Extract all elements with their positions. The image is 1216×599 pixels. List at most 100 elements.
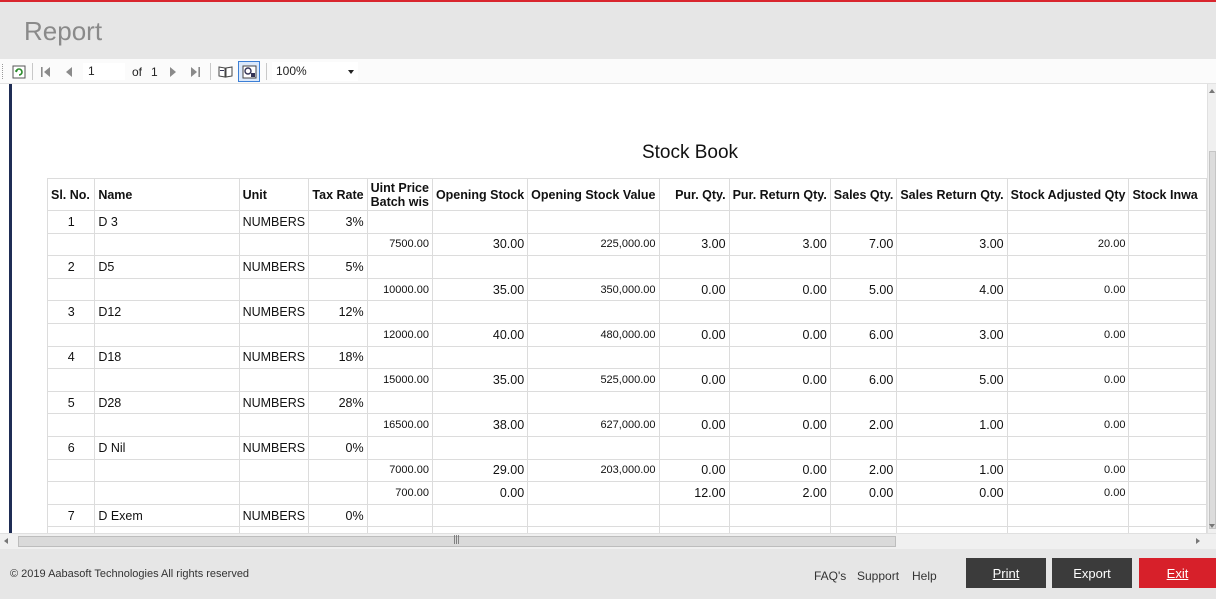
- scroll-left-icon[interactable]: [4, 538, 8, 544]
- cell-unit-price: 12000.00: [366, 322, 433, 347]
- col-header-sales-return-qty: Sales Return Qty.: [896, 178, 1008, 211]
- cell-empty: [1006, 390, 1130, 415]
- cell-sales-return-qty: 3.00: [896, 322, 1008, 347]
- cell-empty: [1128, 277, 1207, 302]
- cell-sales-return-qty: 5.00: [896, 368, 1008, 392]
- report-toolbar: 1 of 1 100%: [0, 59, 1216, 84]
- cell-unit-price: 7000.00: [366, 458, 433, 483]
- cell-empty: [896, 345, 1008, 370]
- cell-opening-stock-value: 525,000.00: [527, 368, 660, 392]
- cell-empty: [527, 526, 660, 533]
- zoom-select[interactable]: 100%: [272, 62, 358, 81]
- cell-empty: [431, 255, 529, 279]
- export-button-label: Export: [1073, 565, 1111, 581]
- toolbar-separator: [210, 63, 211, 80]
- exit-button[interactable]: Exit: [1139, 558, 1216, 588]
- cell-pur-qty: 0.00: [658, 458, 730, 483]
- cell-empty: [238, 322, 310, 347]
- cell-empty: [308, 232, 368, 257]
- faq-link[interactable]: FAQ's: [814, 569, 847, 583]
- cell-sl-no: 6: [47, 435, 96, 460]
- table-row-batch: 700.00 0.00 12.00 2.00 0.00 0.00 0.00: [47, 481, 1207, 505]
- cell-empty: [366, 345, 433, 370]
- cell-empty: [1128, 458, 1207, 483]
- cell-empty: [308, 368, 368, 392]
- page-setup-icon[interactable]: [238, 61, 260, 82]
- cell-empty: [829, 345, 898, 370]
- vertical-scroll-thumb[interactable]: [1209, 151, 1216, 529]
- col-header-unit-price-line2: Batch wis: [370, 194, 429, 209]
- page-title: Report: [24, 16, 103, 46]
- horizontal-scroll-thumb[interactable]: |||: [18, 535, 896, 547]
- cell-empty: [896, 210, 1008, 234]
- cell-tax-rate: 12%: [308, 300, 368, 324]
- table-row: [47, 526, 1207, 533]
- cell-opening-stock: 35.00: [431, 368, 529, 392]
- cell-opening-stock-value: 225,000.00: [527, 232, 660, 257]
- page-of-label: of: [132, 64, 143, 79]
- cell-empty: [658, 255, 730, 279]
- cell-empty: [658, 300, 730, 324]
- col-header-pur-return-qty: Pur. Return Qty.: [728, 178, 831, 211]
- print-button[interactable]: Print: [966, 558, 1046, 588]
- cell-empty: [527, 435, 660, 460]
- table-row-batch: 7000.00 29.00 203,000.00 0.00 0.00 2.00 1.00 0.…: [47, 458, 1207, 483]
- cell-empty: [527, 503, 660, 528]
- page-number-input[interactable]: 1: [82, 62, 126, 81]
- cell-empty: [308, 458, 368, 483]
- viewer-left-bar: [9, 84, 12, 533]
- cell-empty: [431, 210, 529, 234]
- cell-empty: [728, 526, 831, 533]
- last-page-icon[interactable]: [187, 63, 203, 80]
- cell-empty: [308, 413, 368, 437]
- cell-empty: [728, 300, 831, 324]
- cell-empty: [366, 435, 433, 460]
- first-page-icon[interactable]: [38, 63, 54, 80]
- support-link[interactable]: Support: [857, 569, 900, 583]
- cell-empty: [238, 413, 310, 437]
- previous-page-icon[interactable]: [61, 63, 77, 80]
- cell-empty: [658, 390, 730, 415]
- cell-sales-qty: 5.00: [829, 277, 898, 302]
- cell-sl-no: 2: [47, 255, 96, 279]
- col-header-stock-adjusted-qty: Stock Adjusted Qty: [1006, 178, 1130, 211]
- cell-empty: [94, 458, 240, 483]
- next-page-icon[interactable]: [165, 63, 181, 80]
- cell-empty: [1128, 435, 1207, 460]
- refresh-icon[interactable]: [11, 63, 27, 80]
- table-header-row: Sl. No. Name Unit Tax Rate Uint Price Bat…: [47, 178, 1207, 211]
- cell-opening-stock: 30.00: [431, 232, 529, 257]
- cell-empty: [1006, 300, 1130, 324]
- cell-unit: NUMBERS: [238, 300, 310, 324]
- horizontal-scrollbar[interactable]: |||: [0, 533, 1216, 549]
- table-row: 3 D12 NUMBERS 12%: [47, 300, 1207, 324]
- cell-stock-adjusted-qty: 0.00: [1006, 458, 1130, 483]
- scroll-up-icon[interactable]: [1209, 89, 1215, 93]
- cell-empty: [527, 390, 660, 415]
- cell-empty: [47, 481, 96, 505]
- col-header-unit-price-line1: Uint Price: [370, 180, 429, 195]
- cell-unit-price: 700.00: [366, 481, 433, 505]
- cell-empty: [1128, 481, 1207, 505]
- cell-name: D Nil: [94, 435, 240, 460]
- col-header-unit: Unit: [238, 178, 310, 211]
- col-header-sales-qty: Sales Qty.: [829, 178, 898, 211]
- cell-empty: [431, 503, 529, 528]
- cell-tax-rate: 5%: [308, 255, 368, 279]
- export-button[interactable]: Export: [1052, 558, 1132, 588]
- cell-empty: [308, 322, 368, 347]
- scroll-down-icon[interactable]: [1209, 524, 1215, 528]
- cell-empty: [366, 300, 433, 324]
- print-layout-icon[interactable]: [217, 63, 233, 80]
- col-header-unit-price: Uint Price Batch wis: [366, 178, 433, 211]
- col-header-opening-stock-value: Opening Stock Value: [527, 178, 660, 211]
- vertical-scrollbar[interactable]: [1207, 84, 1216, 533]
- col-header-tax-rate: Tax Rate: [308, 178, 368, 211]
- cell-unit: NUMBERS: [238, 345, 310, 370]
- page-total: 1: [151, 64, 158, 79]
- cell-empty: [366, 503, 433, 528]
- scroll-right-icon[interactable]: [1196, 538, 1200, 544]
- help-link[interactable]: Help: [912, 569, 937, 583]
- cell-sales-qty: 2.00: [829, 458, 898, 483]
